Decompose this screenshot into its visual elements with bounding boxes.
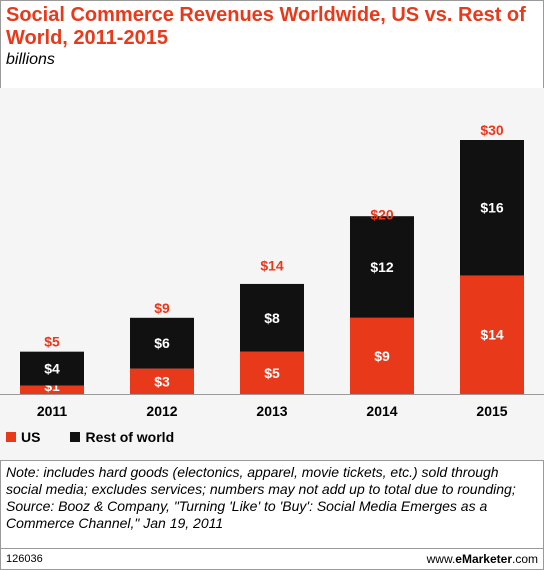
data-label-rest-of-world-2012: $6 <box>154 335 170 351</box>
legend-label-rest-of-world: Rest of world <box>85 429 175 445</box>
legend-label-us: US <box>21 429 41 445</box>
bar-us-2014 <box>350 317 414 394</box>
legend-swatch-rest-of-world <box>70 432 81 442</box>
legend-swatch-us <box>6 432 16 442</box>
total-label-2015: $30 <box>480 122 504 138</box>
legend: US Rest of world <box>6 427 204 447</box>
legend-item-us: US <box>6 429 40 445</box>
total-label-2012: $9 <box>154 300 170 316</box>
x-tick-label-2014: 2014 <box>366 403 397 419</box>
data-label-us-2014: $9 <box>374 348 390 364</box>
chart-id: 126036 <box>6 553 43 565</box>
brand-suffix: .com <box>511 552 538 566</box>
data-label-rest-of-world-2015: $16 <box>480 200 504 216</box>
chart-title: Social Commerce Revenues Worldwide, US v… <box>6 4 526 49</box>
data-label-rest-of-world-2011: $4 <box>44 361 60 377</box>
data-label-rest-of-world-2014: $12 <box>370 259 394 275</box>
x-tick-label-2015: 2015 <box>476 403 507 419</box>
notes-section: Note: includes hard goods (electonics, a… <box>0 460 544 548</box>
legend-item-rest-of-world: Rest of world <box>70 429 174 445</box>
bar-rest-of-world-2012 <box>130 317 194 369</box>
total-label-2014: $20 <box>370 207 394 223</box>
brand-link[interactable]: www.eMarketer.com <box>427 552 538 566</box>
x-tick-label-2011: 2011 <box>37 403 68 419</box>
total-label-2011: $5 <box>44 334 60 350</box>
note-text: Note: includes hard goods (electonics, a… <box>6 464 516 497</box>
chart-background <box>0 88 544 460</box>
x-tick-label-2013: 2013 <box>256 403 287 419</box>
total-label-2013: $14 <box>260 257 284 273</box>
data-label-us-2015: $14 <box>480 327 504 343</box>
bar-rest-of-world-2011 <box>20 351 84 386</box>
bar-chart: $1$4$52011$3$6$92012$5$8$142013$9$12$202… <box>0 122 544 419</box>
bar-us-2015 <box>460 275 524 394</box>
bar-us-2013 <box>240 351 304 394</box>
brand-name: eMarketer <box>455 552 512 566</box>
data-label-us-2012: $3 <box>154 373 170 389</box>
bar-rest-of-world-2015 <box>460 140 524 276</box>
bar-us-2011 <box>20 385 84 394</box>
chart-subtitle: billions <box>6 51 55 68</box>
bar-rest-of-world-2013 <box>240 283 304 352</box>
data-label-us-2013: $5 <box>264 365 280 381</box>
data-label-rest-of-world-2013: $8 <box>264 310 280 326</box>
brand-prefix: www. <box>426 552 456 566</box>
x-tick-label-2012: 2012 <box>146 403 177 419</box>
bar-us-2012 <box>130 368 194 394</box>
source-text: Source: Booz & Company, "Turning 'Like' … <box>6 498 488 531</box>
footer: 126036 www.eMarketer.com <box>0 548 544 569</box>
bar-rest-of-world-2014 <box>350 216 414 318</box>
